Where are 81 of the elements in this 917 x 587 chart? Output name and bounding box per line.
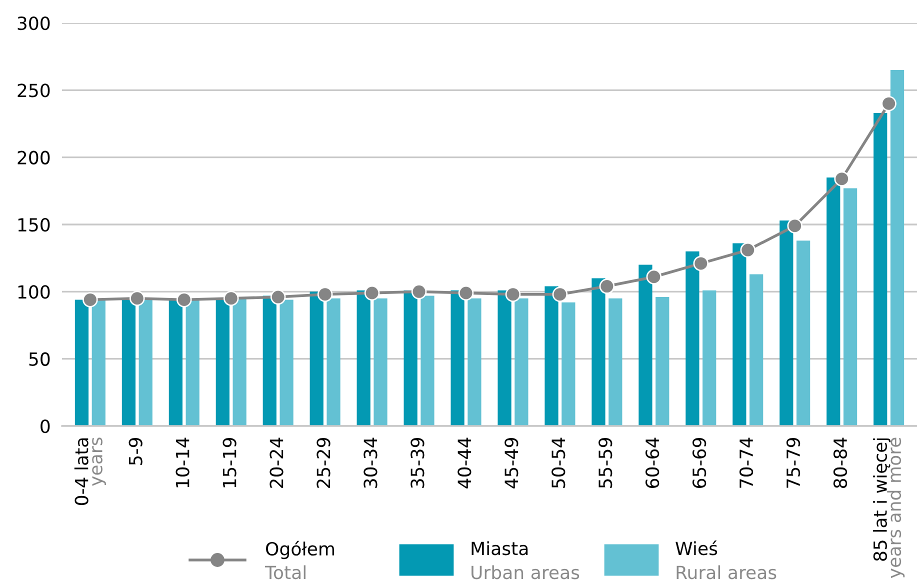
bar	[92, 300, 106, 426]
point	[364, 285, 380, 301]
x-tick-label: 75-79	[786, 438, 800, 488]
bar	[280, 300, 294, 426]
bar	[544, 286, 558, 426]
x-tick-label: 80-84	[833, 438, 848, 488]
y-tick-label: 300	[18, 16, 50, 30]
x-tick-label: 35-39	[410, 438, 424, 488]
y-tick-label: 250	[18, 84, 50, 98]
point	[787, 218, 802, 234]
bar	[420, 296, 434, 426]
point	[646, 269, 662, 285]
bar	[874, 113, 888, 426]
bar	[843, 188, 858, 426]
x-tick-label: 25-29	[316, 438, 330, 488]
bar	[498, 290, 512, 426]
x-tick-label: 30-34	[364, 438, 378, 488]
bar	[186, 300, 200, 426]
x-tick-label: 55-59	[598, 438, 612, 488]
x-tick-label: 40-44	[458, 438, 472, 488]
point	[317, 286, 333, 302]
point	[505, 286, 521, 302]
point	[130, 290, 145, 306]
bar	[732, 243, 746, 426]
point	[834, 171, 850, 186]
point	[740, 242, 756, 258]
bar	[356, 290, 370, 426]
y-tick-label: 100	[18, 285, 50, 299]
point	[176, 292, 192, 308]
x-tick-label: 5-9	[128, 438, 142, 465]
bar	[514, 298, 528, 426]
x-tick-label: 20-24	[270, 438, 284, 488]
bar	[638, 264, 652, 426]
bar	[374, 298, 388, 426]
legend-label: Ogółem Total	[264, 540, 334, 580]
x-tick-label: 45-49	[504, 438, 518, 488]
x-tick-label: 70-74	[739, 438, 754, 488]
bar	[262, 296, 276, 426]
bar	[468, 298, 482, 426]
point	[693, 256, 709, 272]
point	[881, 96, 896, 112]
point	[458, 285, 474, 301]
y-tick-label: 0	[40, 419, 50, 434]
y-tick-label: 200	[18, 150, 50, 164]
point	[82, 292, 98, 308]
bar	[168, 300, 182, 426]
bar	[326, 298, 340, 426]
x-tick-label: 65-69	[692, 438, 706, 488]
x-tick-label: 60-64	[646, 438, 660, 488]
bar	[608, 298, 622, 426]
legend-label: Miasta Urban areas	[472, 541, 580, 580]
y-tick-label: 50	[29, 352, 50, 366]
point	[552, 286, 568, 302]
bar	[702, 290, 716, 426]
x-tick-label: 15-19	[222, 438, 236, 488]
bar	[592, 278, 606, 426]
bar	[826, 177, 840, 426]
bar	[686, 251, 700, 426]
bar	[656, 297, 670, 426]
point	[411, 284, 427, 300]
point	[223, 290, 239, 306]
bar	[138, 300, 152, 426]
point	[270, 289, 286, 305]
bar	[310, 292, 324, 426]
bar	[122, 298, 136, 426]
x-tick-label: 50-54	[552, 438, 566, 488]
legend-label: Wieś Rural areas	[676, 540, 776, 580]
x-tick-label: 10-14	[176, 438, 190, 488]
bar	[216, 298, 230, 426]
bar	[562, 302, 576, 426]
x-tick-label: 0-4 lata years	[74, 438, 106, 506]
bar	[450, 290, 464, 426]
bar	[796, 240, 810, 426]
bar	[750, 274, 764, 426]
bar	[74, 300, 89, 426]
bar	[232, 298, 246, 426]
point	[599, 278, 615, 294]
y-tick-label: 150	[18, 218, 50, 232]
bar	[890, 70, 904, 426]
bar	[780, 220, 794, 426]
x-tick-label: 85 lat i więcej years and more	[873, 438, 905, 578]
